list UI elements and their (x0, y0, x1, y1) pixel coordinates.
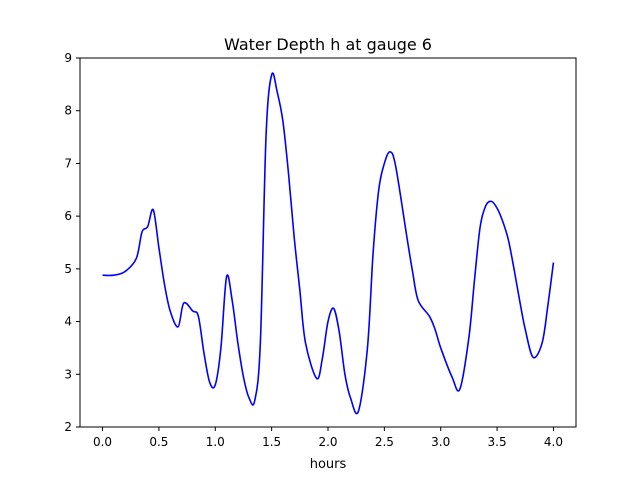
y-axis-ticks: 2 3 4 5 6 7 8 9 (64, 51, 80, 434)
x-axis-label: hours (310, 457, 347, 472)
x-tick-label: 2.0 (318, 435, 337, 449)
y-tick-label: 4 (64, 315, 72, 329)
y-tick-label: 6 (64, 209, 72, 223)
y-tick-label: 2 (64, 420, 72, 434)
x-tick-label: 4.0 (544, 435, 563, 449)
x-tick-label: 1.5 (262, 435, 281, 449)
y-tick-label: 7 (64, 156, 72, 170)
axes-frame (79, 57, 577, 428)
y-tick-label: 3 (64, 367, 72, 381)
x-tick-label: 0.5 (149, 435, 168, 449)
series-line-water-depth (102, 72, 555, 415)
x-tick-label: 0.0 (93, 435, 112, 449)
y-tick-label: 8 (64, 104, 72, 118)
series-layer (102, 72, 555, 415)
x-tick-label: 3.0 (431, 435, 450, 449)
x-tick-label: 1.0 (206, 435, 225, 449)
x-tick-label: 2.5 (375, 435, 394, 449)
chart-title: Water Depth h at gauge 6 (224, 35, 432, 54)
x-axis-ticks: 0.0 0.5 1.0 1.5 2.0 2.5 3.0 3.5 4.0 (93, 427, 563, 449)
y-tick-label: 9 (64, 51, 72, 65)
x-tick-label: 3.5 (488, 435, 507, 449)
y-tick-label: 5 (64, 262, 72, 276)
